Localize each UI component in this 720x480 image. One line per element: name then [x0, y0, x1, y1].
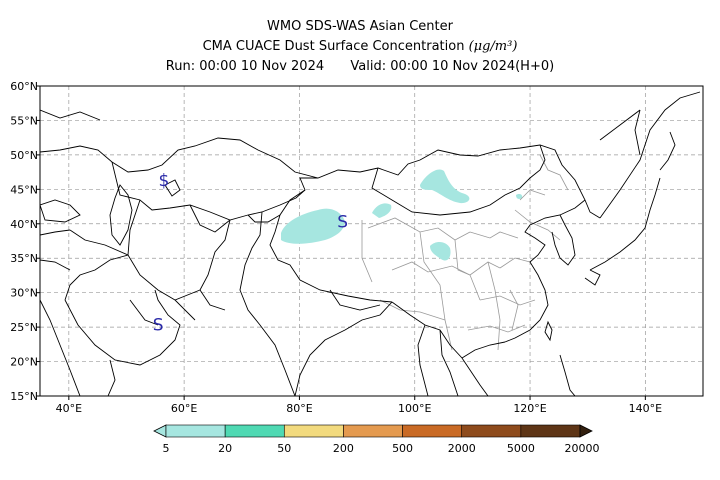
graticule: [40, 86, 703, 396]
lon-tick-label: 60°E: [171, 402, 197, 415]
valid-prefix: Valid:: [350, 59, 387, 74]
colorbar-arrow-low: [153, 424, 167, 438]
colorbar-label: 20000: [565, 442, 600, 455]
lon-tick-label: 120°E: [513, 402, 546, 415]
colorbar-label: 20: [218, 442, 232, 455]
station-marker: S: [337, 212, 348, 232]
title-times: Run: 00:00 10 Nov 2024 Valid: 00:00 10 N…: [0, 58, 720, 75]
title-unit: (μg/m³): [468, 39, 518, 54]
colorbar-segment: [520, 424, 581, 438]
colorbar-label: 50: [277, 442, 291, 455]
province-borders: [361, 154, 569, 351]
lat-tick-label: 35°N: [10, 252, 38, 265]
colorbar-label: 500: [392, 442, 413, 455]
longitude-labels: 40°E 60°E 80°E 100°E 120°E 140°E: [56, 402, 663, 415]
dust-area-loess: [430, 242, 451, 261]
lat-tick-label: 55°N: [10, 114, 38, 127]
run-prefix: Run:: [165, 59, 196, 74]
country-borders: [40, 91, 701, 396]
dust-concentration-areas: [281, 169, 523, 261]
lat-tick-label: 25°N: [10, 321, 38, 334]
title-center: WMO SDS-WAS Asian Center: [267, 19, 453, 34]
colorbar-segment: [165, 424, 226, 438]
tick-marks: [36, 85, 646, 400]
lat-tick-label: 30°N: [10, 287, 38, 300]
station-marker: $: [159, 171, 170, 191]
latitude-labels: 15°N 20°N 25°N 30°N 35°N 40°N 45°N 50°N 55°N 60°N: [10, 80, 38, 403]
lon-tick-label: 40°E: [56, 402, 82, 415]
lat-tick-label: 45°N: [10, 183, 38, 196]
lon-tick-label: 80°E: [286, 402, 312, 415]
colorbar-segment: [461, 424, 522, 438]
valid-time: 00:00 10 Nov 2024(H+0): [390, 59, 555, 74]
map-frame: [39, 85, 704, 397]
station-marker: S: [153, 316, 164, 336]
lat-tick-label: 20°N: [10, 356, 38, 369]
colorbar-segment: [224, 424, 285, 438]
colorbar: 5 20 50 200 500 2000 5000 20000: [153, 424, 600, 455]
lat-tick-label: 60°N: [10, 80, 38, 93]
lat-tick-label: 15°N: [10, 390, 38, 403]
run-time: 00:00 10 Nov 2024: [199, 59, 325, 74]
dust-area-gurbantunggut: [372, 203, 392, 218]
colorbar-label: 5: [163, 442, 170, 455]
colorbar-segment: [402, 424, 463, 438]
lat-tick-label: 50°N: [10, 149, 38, 162]
map-markers: $ S S: [153, 171, 348, 336]
title-product-text: CMA CUACE Dust Surface Concentration: [202, 39, 465, 54]
lon-tick-label: 140°E: [629, 402, 662, 415]
lat-tick-label: 40°N: [10, 218, 38, 231]
colorbar-arrow-high: [579, 424, 593, 438]
title-product: CMA CUACE Dust Surface Concentration (μg…: [0, 38, 720, 55]
colorbar-label: 5000: [507, 442, 535, 455]
dust-area-small: [516, 194, 523, 199]
dust-area-mongolia: [420, 169, 470, 204]
dust-area-taklimakan: [281, 208, 345, 244]
lon-tick-label: 100°E: [398, 402, 431, 415]
colorbar-segment: [343, 424, 403, 438]
colorbar-label: 2000: [448, 442, 476, 455]
colorbar-segment: [283, 424, 344, 438]
colorbar-label: 200: [333, 442, 354, 455]
